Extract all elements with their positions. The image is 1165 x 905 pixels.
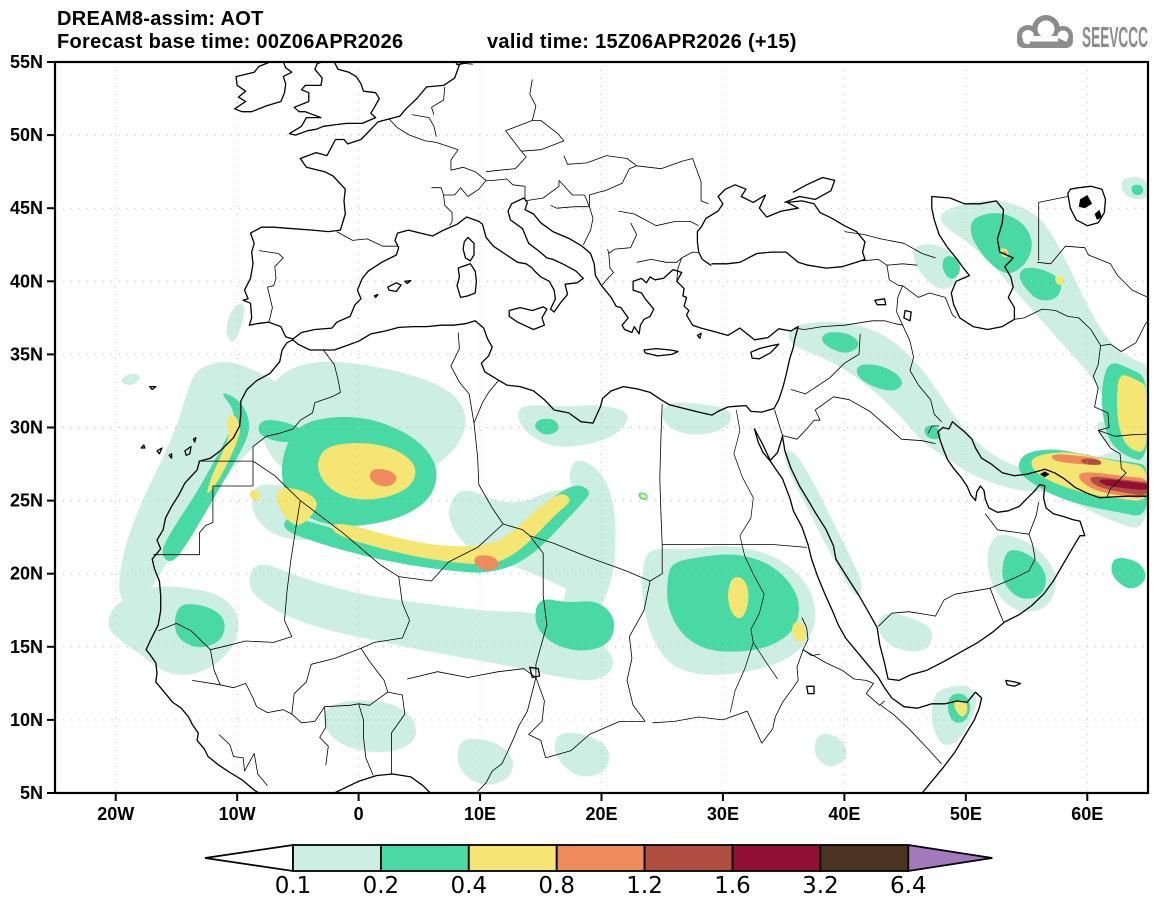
aot-region-1.6 bbox=[1099, 479, 1148, 490]
latitude-axis-labels: 5N 10N 15N 20N 25N 30N 35N 40N 45N 50N 55N bbox=[10, 52, 43, 803]
aot-region-0.8 bbox=[474, 555, 499, 571]
aot-region-0.4 bbox=[727, 576, 749, 619]
aot-region-0.2 bbox=[1002, 550, 1046, 599]
aot-region-0.4 bbox=[1117, 375, 1148, 452]
y-tick-label: 25N bbox=[10, 491, 43, 511]
aot-region-0.1 bbox=[784, 450, 862, 596]
colorbar-label: 1.2 bbox=[626, 873, 663, 899]
aot-region-0.1 bbox=[249, 564, 614, 681]
seevccc-logo: SEEVCCC bbox=[1017, 15, 1148, 54]
aot-region-0.8 bbox=[369, 469, 397, 487]
colorbar-label: 3.2 bbox=[802, 873, 839, 899]
aot-region-0.1 bbox=[226, 303, 245, 342]
colorbar-cell bbox=[467, 844, 558, 872]
colorbar-under-arrow bbox=[204, 843, 294, 873]
coastlines bbox=[140, 62, 1148, 793]
colorbar-over-arrow bbox=[907, 843, 993, 873]
rivers bbox=[729, 409, 778, 713]
aot-region-1.2 bbox=[1081, 458, 1102, 465]
x-tick-label: 40E bbox=[828, 804, 860, 824]
aot-region-0.4 bbox=[640, 493, 647, 499]
colorbar-cell bbox=[643, 844, 734, 872]
aot-region-0.4 bbox=[954, 700, 968, 717]
aot-region-0.2 bbox=[535, 599, 615, 651]
colorbar-label: 1.6 bbox=[714, 873, 751, 899]
aot-region-0.2 bbox=[924, 425, 941, 440]
aot-region-0.1 bbox=[814, 733, 847, 767]
aot-region-0.2 bbox=[822, 332, 859, 353]
colorbar-cell bbox=[292, 844, 382, 872]
colorbar-label: 0.4 bbox=[451, 873, 488, 899]
y-tick-label: 55N bbox=[10, 52, 43, 72]
aot-region-0.4 bbox=[1055, 276, 1065, 286]
x-tick-label: 30E bbox=[707, 804, 739, 824]
x-tick-label: 50E bbox=[950, 804, 982, 824]
aot-region-0.2 bbox=[1131, 184, 1144, 195]
aot-region-0.2 bbox=[970, 213, 1032, 273]
colorbar-label: 0.2 bbox=[363, 873, 400, 899]
aot-region-0.2 bbox=[162, 393, 250, 562]
aot-colorbar: 0.1 0.2 0.4 0.8 1.2 1.6 3.2 6.4 bbox=[204, 843, 993, 899]
x-tick-label: 20W bbox=[97, 804, 134, 824]
colorbar-cell bbox=[555, 844, 646, 872]
colorbar-label: 0.8 bbox=[538, 873, 575, 899]
aot-region-0.4 bbox=[792, 622, 807, 642]
aot-region-0.1 bbox=[878, 613, 933, 652]
y-tick-label: 45N bbox=[10, 198, 43, 218]
aot-region-0.1 bbox=[662, 402, 732, 435]
aot-region-0.2 bbox=[1111, 558, 1146, 589]
colorbar-label: 6.4 bbox=[890, 873, 927, 899]
water-body-marks bbox=[1039, 195, 1102, 478]
aot-region-0.4 bbox=[318, 443, 416, 500]
aot-region-0.1 bbox=[518, 405, 628, 447]
x-tick-label: 10W bbox=[219, 804, 256, 824]
y-tick-label: 40N bbox=[10, 271, 43, 291]
aot-region-0.2 bbox=[174, 604, 225, 648]
aot-region-0.1 bbox=[554, 732, 610, 777]
cloud-arrow-icon bbox=[1017, 15, 1073, 48]
aot-region-0.4 bbox=[332, 494, 570, 565]
y-tick-label: 35N bbox=[10, 344, 43, 364]
aot-region-0.1 bbox=[913, 244, 958, 289]
colorbar-label: 0.1 bbox=[275, 873, 312, 899]
x-tick-label: 0 bbox=[354, 804, 364, 824]
forecast-base-time: Forecast base time: 00Z06APR2026 bbox=[57, 31, 404, 53]
x-tick-label: 10E bbox=[464, 804, 496, 824]
y-tick-label: 5N bbox=[20, 783, 43, 803]
aot-region-0.2 bbox=[942, 256, 961, 279]
colorbar-cell bbox=[731, 844, 822, 872]
aot-region-0.1 bbox=[324, 700, 416, 753]
country-borders bbox=[153, 63, 1148, 792]
y-tick-label: 15N bbox=[10, 637, 43, 657]
valid-time: valid time: 15Z06APR2026 (+15) bbox=[487, 31, 797, 53]
longitude-axis-labels: 20W 10W 0 10E 20E 30E 40E 50E 60E bbox=[97, 804, 1103, 824]
aot-shaded-contours bbox=[108, 177, 1148, 785]
axis-ticks bbox=[47, 61, 1089, 801]
colorbar-cell bbox=[379, 844, 470, 872]
y-tick-label: 50N bbox=[10, 125, 43, 145]
logo-text: SEEVCCC bbox=[1082, 22, 1148, 54]
aot-region-0.1 bbox=[457, 738, 513, 785]
aot-region-0.4 bbox=[249, 490, 261, 501]
aot-region-0.2 bbox=[535, 418, 559, 435]
colorbar-cell bbox=[819, 844, 910, 872]
aot-region-0.2 bbox=[1019, 267, 1062, 301]
aot-region-0.4 bbox=[276, 487, 317, 525]
aot-region-0.4 bbox=[207, 414, 241, 494]
x-tick-label: 60E bbox=[1071, 804, 1103, 824]
page-title: DREAM8-assim: AOT bbox=[57, 8, 264, 30]
aot-region-0.2 bbox=[856, 364, 902, 391]
x-tick-label: 20E bbox=[585, 804, 617, 824]
aot-region-0.1 bbox=[121, 373, 140, 385]
y-tick-label: 30N bbox=[10, 418, 43, 438]
y-tick-label: 20N bbox=[10, 564, 43, 584]
y-tick-label: 10N bbox=[10, 710, 43, 730]
